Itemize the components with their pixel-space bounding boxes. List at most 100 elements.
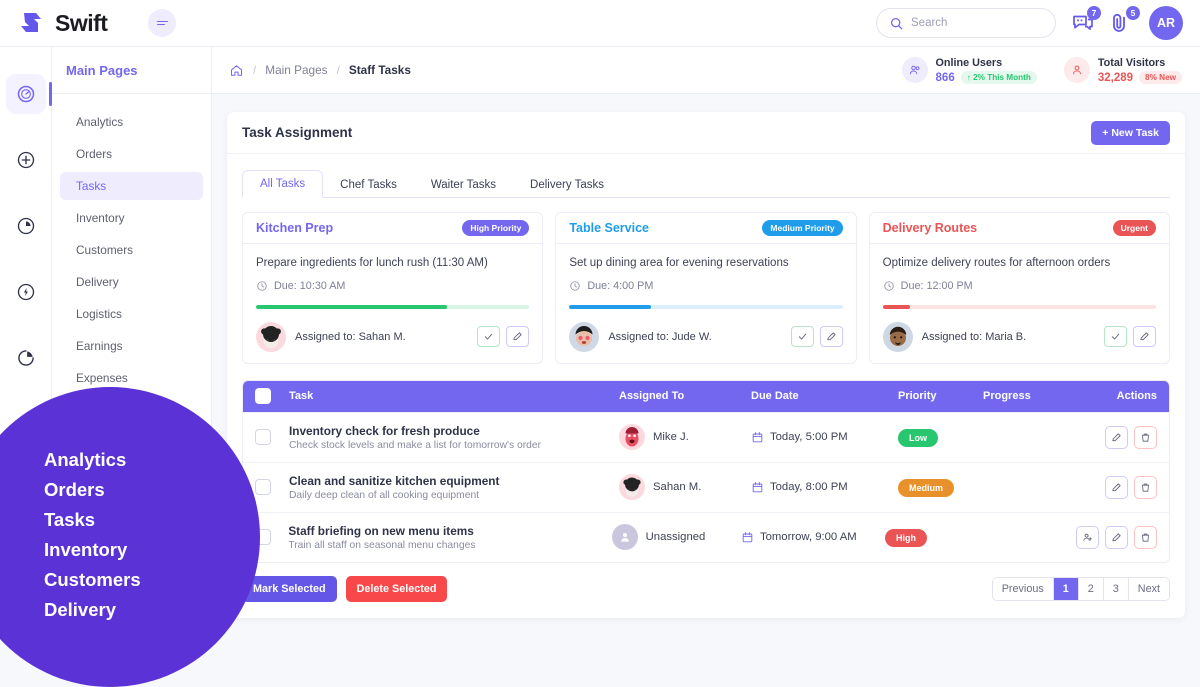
sidebar-item-inventory[interactable]: Inventory (76, 211, 125, 225)
task-card-description: Optimize delivery routes for afternoon o… (882, 257, 1111, 269)
tab-chef-tasks[interactable]: Chef Tasks (340, 179, 397, 191)
overlay-item-tasks[interactable]: Tasks (44, 509, 96, 530)
check-icon[interactable] (477, 326, 501, 348)
chat-badge: 7 (1087, 6, 1101, 20)
sidebar-item-logistics[interactable]: Logistics (76, 307, 122, 321)
calendar-icon (752, 431, 763, 442)
attach-badge: 5 (1126, 6, 1140, 20)
table-row: Clean and sanitize kitchen equipment Dai… (243, 461, 1169, 512)
pencil-icon[interactable] (1105, 425, 1128, 449)
overlay-item-inventory[interactable]: Inventory (44, 539, 128, 560)
tab-delivery-tasks[interactable]: Delivery Tasks (530, 179, 604, 191)
paperclip-icon[interactable]: 5 (1110, 6, 1140, 35)
new-task-button[interactable]: + New Task (1091, 120, 1170, 145)
row-task-subtitle: Daily deep clean of all cooking equipmen… (289, 489, 480, 501)
home-icon[interactable] (229, 63, 244, 78)
task-card-actions (477, 326, 530, 348)
header-stats: Online Users 866 ↑ 2% This Month Total V… (901, 56, 1200, 85)
select-all-checkbox[interactable] (255, 388, 289, 405)
sidebar-item-analytics[interactable]: Analytics (76, 115, 124, 129)
tab-waiter-tasks[interactable]: Waiter Tasks (430, 179, 497, 191)
sidebar-title: Main Pages (52, 47, 211, 94)
task-card-actions (1103, 326, 1156, 348)
row-checkbox[interactable] (255, 479, 289, 496)
task-card-row: Kitchen Prep High Priority Prepare ingre… (242, 212, 1170, 364)
breadcrumb-parent[interactable]: Main Pages (265, 63, 328, 77)
row-assignee: Sahan M. (619, 474, 751, 501)
task-card-description: Prepare ingredients for lunch rush (11:3… (256, 257, 488, 269)
tab-all-tasks[interactable]: All Tasks (242, 170, 324, 198)
pagination-previous[interactable]: Previous (992, 577, 1054, 600)
stat-label: Online Users (935, 56, 1003, 69)
progress-bar (569, 304, 843, 309)
overlay-item-orders[interactable]: Orders (44, 479, 105, 500)
rail-item-dashboard[interactable] (5, 74, 52, 114)
pencil-icon[interactable] (506, 326, 530, 348)
pagination-next[interactable]: Next (1128, 577, 1169, 600)
check-icon[interactable] (1103, 326, 1127, 348)
task-card-body: Optimize delivery routes for afternoon o… (870, 244, 1169, 363)
status-badge: High (884, 528, 927, 547)
task-card: Table Service Medium Priority Set up din… (555, 212, 857, 364)
table-header: Task Assigned To Due Date Priority Progr… (243, 380, 1169, 412)
overlay-item-delivery[interactable]: Delivery (44, 599, 116, 620)
task-card: Delivery Routes Urgent Optimize delivery… (868, 212, 1170, 364)
delete-selected-button[interactable]: Delete Selected (345, 575, 448, 602)
task-card-footer: Assigned to: Jude W. (569, 321, 843, 352)
pagination-page-3[interactable]: 3 (1103, 577, 1129, 600)
rail-item-analytics[interactable] (6, 338, 46, 378)
row-actions (1093, 425, 1157, 449)
task-card-due: Due: 10:30 AM (256, 280, 529, 292)
sidebar-item-expenses[interactable]: Expenses (76, 371, 128, 385)
overlay-item-customers[interactable]: Customers (44, 569, 141, 590)
row-actions (1076, 525, 1158, 549)
overlay-item-analytics[interactable]: Analytics (44, 449, 127, 470)
breadcrumb: / Main Pages / Staff Tasks (212, 63, 411, 78)
trash-icon[interactable] (1134, 425, 1157, 449)
rail-item-activity[interactable] (6, 272, 46, 312)
sidebar-item-orders[interactable]: Orders (76, 147, 113, 161)
avatar (256, 321, 286, 352)
breadcrumb-bar: / Main Pages / Staff Tasks Online Users … (212, 47, 1200, 94)
sidebar-item-tasks[interactable]: Tasks (60, 172, 203, 200)
card-header: Task Assignment + New Task (227, 112, 1185, 154)
pencil-icon[interactable] (1105, 525, 1129, 549)
pie-circle-icon (17, 217, 34, 235)
sidebar-item-earnings[interactable]: Earnings (76, 339, 123, 353)
task-card-due: Due: 12:00 PM (883, 280, 1156, 292)
pencil-icon[interactable] (819, 326, 843, 348)
task-card-assignee: Assigned to: Jude W. (608, 330, 712, 343)
clock-icon (883, 280, 894, 291)
row-assignee-name: Unassigned (645, 531, 706, 544)
brand[interactable]: Swift (0, 8, 140, 38)
avatar[interactable]: AR (1149, 6, 1183, 40)
task-card-title: Table Service (569, 221, 650, 235)
top-bar: Swift Search 7 5 AR (0, 0, 1200, 47)
row-task-subtitle: Check stock levels and make a list for t… (289, 439, 542, 451)
pagination-page-2[interactable]: 2 (1078, 577, 1104, 600)
column-due-date: Due Date (751, 390, 799, 403)
row-checkbox[interactable] (255, 429, 289, 446)
trash-icon[interactable] (1134, 475, 1157, 499)
chat-icon[interactable]: 7 (1071, 6, 1101, 35)
pencil-icon[interactable] (1105, 475, 1128, 499)
user-add-icon[interactable] (1076, 525, 1100, 549)
task-card-body: Prepare ingredients for lunch rush (11:3… (243, 244, 542, 363)
row-assignee-name: Sahan M. (653, 481, 702, 494)
calendar-icon (742, 531, 753, 542)
table-footer: Mark Selected Delete Selected Previous 1… (242, 575, 1170, 602)
rail-item-reports[interactable] (6, 206, 46, 246)
sidebar-item-customers[interactable]: Customers (76, 243, 134, 257)
sidebar-item-delivery[interactable]: Delivery (76, 275, 119, 289)
search-input[interactable]: Search (876, 8, 1056, 38)
avatar-placeholder-icon (611, 524, 638, 551)
task-card-assignee: Assigned to: Maria B. (921, 330, 1027, 343)
trash-icon[interactable] (1134, 525, 1158, 549)
hamburger-icon[interactable] (148, 9, 176, 37)
pagination-page-1[interactable]: 1 (1053, 577, 1079, 600)
task-card-header: Delivery Routes Urgent (869, 213, 1169, 244)
check-icon[interactable] (790, 326, 814, 348)
pencil-icon[interactable] (1132, 326, 1156, 348)
rail-item-add[interactable] (6, 140, 46, 180)
mark-selected-button[interactable]: Mark Selected (242, 575, 337, 602)
